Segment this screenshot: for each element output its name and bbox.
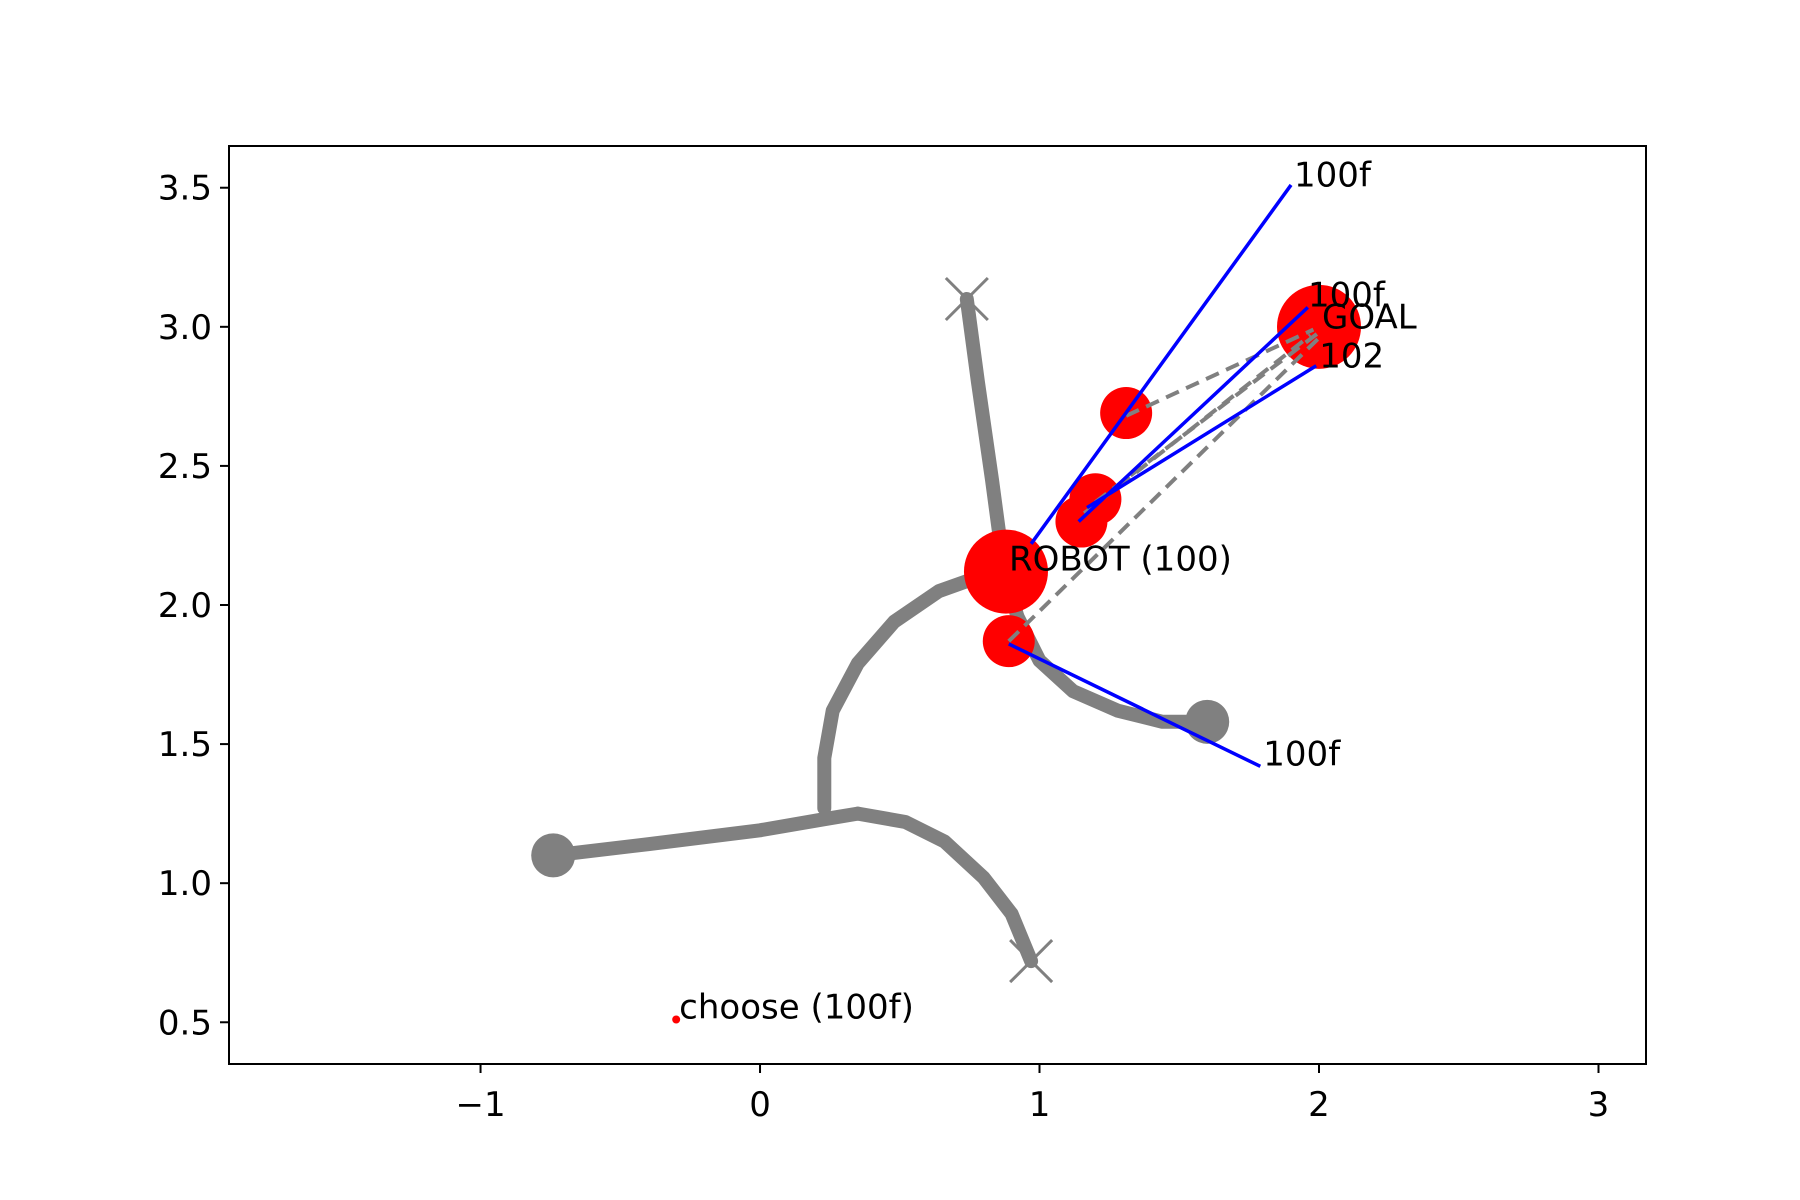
- x-tick-label-2: 1: [1029, 1085, 1051, 1125]
- tree-path-0: [546, 806, 865, 863]
- x-axis: −1 0 1 2 3: [455, 1064, 1609, 1125]
- y-tick-label-1: 1.0: [158, 864, 212, 904]
- annotation-0: 100f: [1294, 156, 1372, 196]
- ray-line-0: [1029, 183, 1293, 545]
- x-marker-stroke: [1009, 939, 1054, 984]
- ray-line-1: [1077, 306, 1310, 523]
- tree-path-1: [850, 806, 1039, 969]
- plot-area: [531, 183, 1361, 1024]
- y-axis: 0.5 1.0 1.5 2.0 2.5 3.0 3.5: [158, 169, 229, 1043]
- path-endpoint-x-2: [944, 276, 989, 322]
- node-point-6: [672, 1015, 681, 1024]
- y-tick-label-5: 3.0: [158, 308, 212, 348]
- node-point-0: [963, 529, 1048, 614]
- y-tick-label-2: 1.5: [158, 725, 212, 765]
- x-marker-stroke: [944, 276, 989, 322]
- x-tick-label-3: 2: [1308, 1085, 1330, 1125]
- y-tick-label-0: 0.5: [158, 1003, 212, 1043]
- path-endpoint-x-3: [1009, 939, 1054, 984]
- y-tick-label-6: 3.5: [158, 169, 212, 209]
- dashed-link-3: [1007, 336, 1321, 643]
- ray-line-3: [1008, 642, 1262, 768]
- path-endpoint-dot-0: [531, 833, 576, 878]
- annotation-1: 100f: [1308, 275, 1386, 315]
- y-tick-label-3: 2.0: [158, 586, 212, 626]
- path-endpoint-dot-1: [1185, 699, 1230, 744]
- annotation-4: ROBOT (100): [1009, 540, 1232, 580]
- annotation-5: 100f: [1263, 734, 1341, 774]
- x-tick-label-0: −1: [455, 1085, 505, 1125]
- annotation-6: choose (100f): [679, 987, 914, 1027]
- annotation-2: GOAL: [1322, 298, 1417, 338]
- x-tick-label-1: 0: [749, 1085, 771, 1125]
- annotation-3: 102: [1319, 337, 1384, 377]
- x-tick-label-4: 3: [1588, 1085, 1610, 1125]
- ray-line-2: [1086, 364, 1318, 510]
- dashed-link-0: [1125, 327, 1315, 418]
- y-tick-label-4: 2.5: [158, 447, 212, 487]
- dashed-link-2: [1094, 330, 1321, 504]
